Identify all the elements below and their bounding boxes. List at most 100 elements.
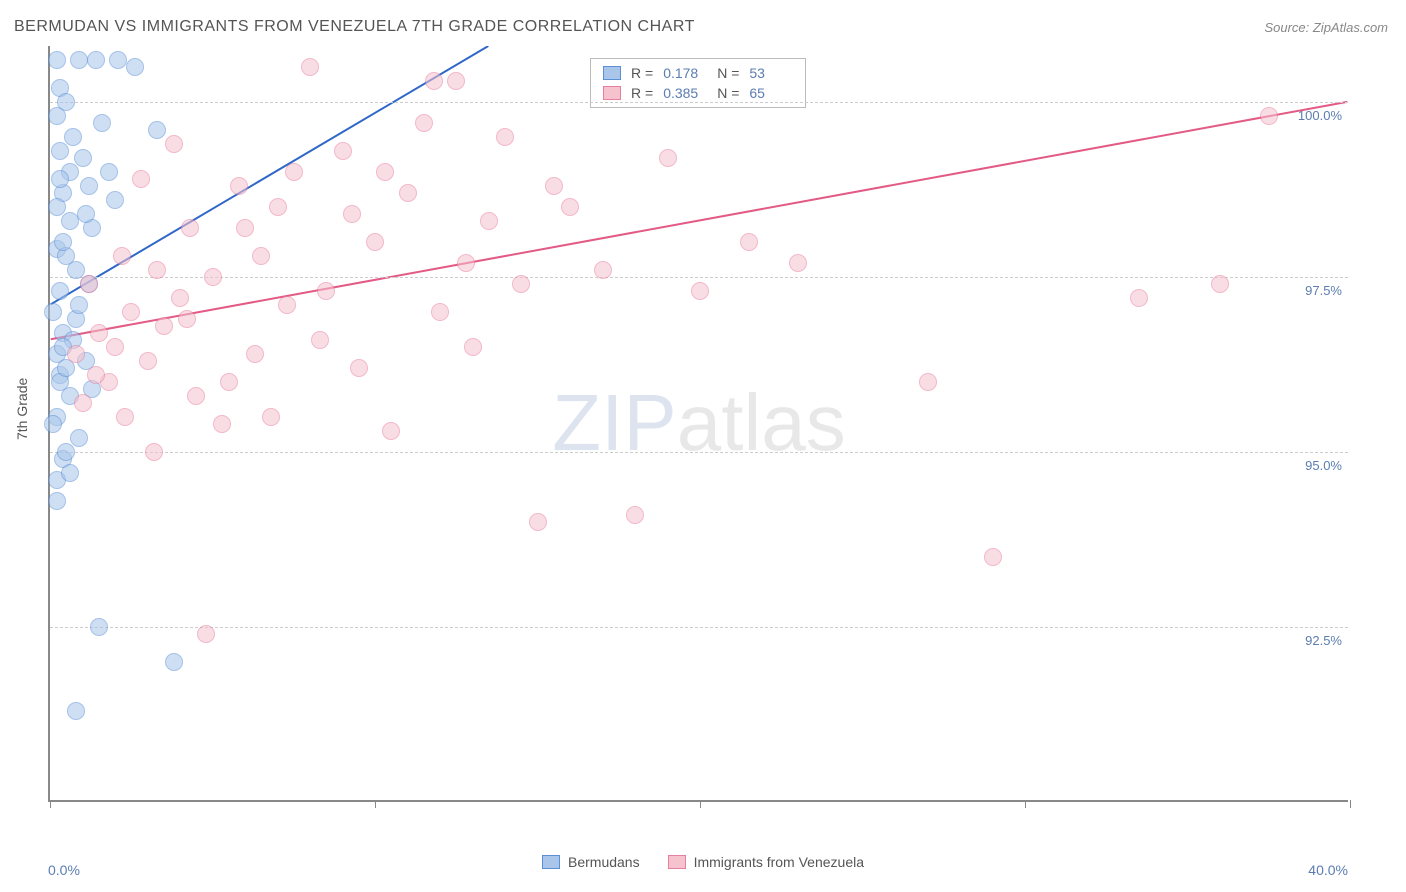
data-point: [57, 443, 75, 461]
r-value: 0.178: [663, 65, 707, 81]
stats-swatch: [603, 66, 621, 80]
data-point: [155, 317, 173, 335]
plot-area: ZIPatlas R =0.178N =53R =0.385N =65 92.5…: [48, 46, 1348, 802]
stats-box: R =0.178N =53R =0.385N =65: [590, 58, 806, 108]
data-point: [594, 261, 612, 279]
n-label: N =: [717, 65, 739, 81]
data-point: [447, 72, 465, 90]
data-point: [48, 198, 66, 216]
data-point: [74, 394, 92, 412]
data-point: [51, 142, 69, 160]
data-point: [87, 51, 105, 69]
data-point: [165, 653, 183, 671]
data-point: [67, 702, 85, 720]
data-point: [529, 513, 547, 531]
data-point: [80, 177, 98, 195]
watermark: ZIPatlas: [552, 377, 845, 469]
legend-item-2: Immigrants from Venezuela: [668, 854, 864, 870]
data-point: [181, 219, 199, 237]
data-point: [366, 233, 384, 251]
y-tick-label: 97.5%: [1305, 283, 1342, 298]
data-point: [278, 296, 296, 314]
data-point: [113, 247, 131, 265]
data-point: [70, 296, 88, 314]
x-tick: [375, 800, 376, 808]
y-tick-label: 100.0%: [1298, 108, 1342, 123]
data-point: [399, 184, 417, 202]
legend-swatch-1: [542, 855, 560, 869]
data-point: [122, 303, 140, 321]
data-point: [382, 422, 400, 440]
data-point: [691, 282, 709, 300]
data-point: [145, 443, 163, 461]
data-point: [301, 58, 319, 76]
data-point: [93, 114, 111, 132]
r-label: R =: [631, 65, 653, 81]
legend-swatch-2: [668, 855, 686, 869]
data-point: [106, 191, 124, 209]
data-point: [285, 163, 303, 181]
data-point: [178, 310, 196, 328]
data-point: [317, 282, 335, 300]
data-point: [64, 128, 82, 146]
data-point: [376, 163, 394, 181]
data-point: [48, 492, 66, 510]
data-point: [1260, 107, 1278, 125]
data-point: [90, 324, 108, 342]
data-point: [48, 107, 66, 125]
y-tick-label: 92.5%: [1305, 633, 1342, 648]
data-point: [87, 366, 105, 384]
data-point: [48, 51, 66, 69]
source-label: Source: ZipAtlas.com: [1264, 20, 1388, 35]
data-point: [246, 345, 264, 363]
data-point: [252, 247, 270, 265]
data-point: [51, 170, 69, 188]
data-point: [100, 163, 118, 181]
n-value: 53: [749, 65, 793, 81]
data-point: [171, 289, 189, 307]
data-point: [126, 58, 144, 76]
data-point: [220, 373, 238, 391]
data-point: [343, 205, 361, 223]
legend-label-2: Immigrants from Venezuela: [694, 854, 864, 870]
data-point: [561, 198, 579, 216]
gridline: [50, 277, 1348, 278]
bottom-legend: Bermudans Immigrants from Venezuela: [542, 854, 864, 870]
data-point: [626, 506, 644, 524]
data-point: [44, 303, 62, 321]
data-point: [1130, 289, 1148, 307]
data-point: [334, 142, 352, 160]
data-point: [197, 625, 215, 643]
data-point: [919, 373, 937, 391]
data-point: [70, 429, 88, 447]
data-point: [54, 233, 72, 251]
x-max-label: 40.0%: [1308, 862, 1348, 878]
x-tick: [50, 800, 51, 808]
data-point: [269, 198, 287, 216]
data-point: [350, 359, 368, 377]
stats-row: R =0.385N =65: [591, 83, 805, 103]
n-label: N =: [717, 85, 739, 101]
data-point: [425, 72, 443, 90]
data-point: [464, 338, 482, 356]
data-point: [74, 149, 92, 167]
data-point: [80, 275, 98, 293]
data-point: [262, 408, 280, 426]
x-tick: [1350, 800, 1351, 808]
y-tick-label: 95.0%: [1305, 458, 1342, 473]
data-point: [106, 338, 124, 356]
data-point: [545, 177, 563, 195]
data-point: [457, 254, 475, 272]
data-point: [496, 128, 514, 146]
data-point: [659, 149, 677, 167]
r-label: R =: [631, 85, 653, 101]
data-point: [187, 387, 205, 405]
x-tick: [1025, 800, 1026, 808]
data-point: [132, 170, 150, 188]
x-tick: [700, 800, 701, 808]
data-point: [67, 345, 85, 363]
gridline: [50, 452, 1348, 453]
data-point: [1211, 275, 1229, 293]
data-point: [148, 121, 166, 139]
n-value: 65: [749, 85, 793, 101]
